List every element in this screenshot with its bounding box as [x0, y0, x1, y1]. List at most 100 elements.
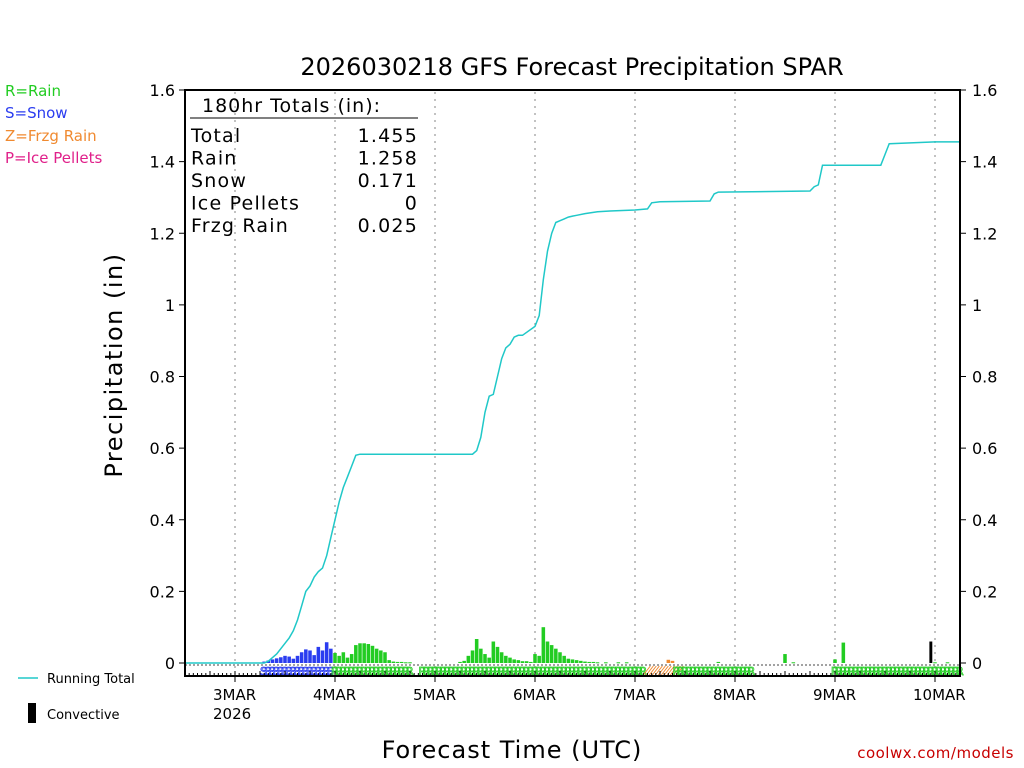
rain-bar	[462, 660, 466, 663]
y-tick-label-left: 0	[165, 654, 175, 673]
rain-bar	[616, 662, 621, 664]
y-tick-label-left: 0.2	[150, 582, 175, 601]
rain-marker: R	[352, 665, 360, 678]
rain-bar	[504, 655, 508, 663]
rain-bar	[508, 657, 512, 663]
y-tick-label-right: 1.2	[972, 224, 997, 243]
snow-bar	[329, 648, 333, 663]
rain-marker: R	[494, 665, 502, 678]
snow-bar	[316, 646, 321, 663]
y-axis-label: Precipitation (in)	[100, 252, 128, 477]
rain-marker: R	[585, 665, 593, 678]
y-tick-label-left: 1.6	[150, 81, 175, 100]
y-tick-label-right: 0.4	[972, 511, 997, 530]
rain-marker: R	[935, 665, 943, 678]
totals-row-label: Snow	[191, 170, 247, 192]
y-tick-label-right: 1.4	[972, 153, 997, 172]
rain-marker: R	[398, 665, 406, 678]
rain-bar	[624, 662, 629, 664]
x-tick-label: 4MAR	[313, 686, 356, 704]
snow-marker: S	[302, 665, 309, 678]
x-tick-label: 3MAR	[213, 686, 256, 704]
rain-marker: R	[748, 665, 756, 678]
y-tick-label-left: 0.6	[150, 439, 175, 458]
rain-marker: R	[510, 665, 518, 678]
rain-marker: R	[898, 665, 906, 678]
rain-marker: R	[335, 665, 343, 678]
rain-bar	[354, 645, 358, 663]
x-tick-label: 5MAR	[413, 686, 456, 704]
snow-bar	[287, 656, 291, 663]
rain-marker: R	[369, 665, 377, 678]
rain-marker: R	[473, 665, 481, 678]
rain-marker: R	[927, 665, 935, 678]
rain-marker: R	[910, 665, 918, 678]
vertical-gridlines	[185, 92, 960, 674]
rain-marker: R	[860, 665, 868, 678]
snow-bar	[270, 659, 275, 663]
rain-marker: R	[373, 665, 381, 678]
rain-bar	[491, 641, 496, 663]
rain-bar	[541, 627, 546, 663]
y-tick-label-right: 0	[972, 654, 982, 673]
y-tick-label-left: 1.2	[150, 224, 175, 243]
rain-marker: R	[719, 665, 727, 678]
rain-marker: R	[619, 665, 627, 678]
legend-frzg-rain: Z=Frzg Rain	[5, 127, 97, 145]
rain-marker: R	[919, 665, 927, 678]
rain-bar	[399, 661, 404, 663]
rain-bar	[370, 645, 375, 663]
rain-marker: R	[344, 665, 352, 678]
rain-marker: R	[694, 665, 702, 678]
rain-marker: R	[923, 665, 931, 678]
rain-bar	[516, 660, 521, 663]
convective-legend-label: Convective	[47, 708, 120, 723]
convective-bar	[929, 641, 933, 663]
y-tick-label-right: 1	[972, 296, 982, 315]
snow-marker: S	[289, 665, 296, 678]
rain-bar	[545, 641, 550, 663]
rain-marker: R	[577, 665, 585, 678]
y-tick-label-right: 0.2	[972, 582, 997, 601]
rain-marker: R	[523, 665, 531, 678]
rain-marker: R	[885, 665, 893, 678]
rain-marker: R	[869, 665, 877, 678]
rain-marker: R	[639, 665, 647, 678]
snow-bar	[279, 657, 283, 663]
rain-bar	[408, 662, 412, 664]
rain-bar	[466, 655, 471, 663]
rain-marker: R	[460, 665, 468, 678]
rain-marker: R	[527, 665, 535, 678]
snow-marker: S	[294, 665, 301, 678]
x-axis-label: Forecast Time (UTC)	[382, 736, 643, 764]
frzg-hatch	[663, 665, 672, 676]
rain-marker: R	[685, 665, 693, 678]
running-total-line	[185, 141, 960, 664]
rain-bar	[387, 660, 391, 663]
rain-bar	[479, 648, 483, 663]
frzg-hatch	[660, 665, 669, 676]
rain-marker: R	[689, 665, 697, 678]
totals-heading: 180hr Totals (in):	[202, 95, 381, 117]
rain-marker: R	[444, 665, 452, 678]
rain-marker: R	[394, 665, 402, 678]
rain-marker: R	[339, 665, 347, 678]
rain-marker: R	[902, 665, 910, 678]
snow-bar	[291, 658, 296, 663]
y-tick-label-right: 0.6	[972, 439, 997, 458]
y-axis: 0 0 0.2 0.2 0.4 0.4 0.6 0.6 0.8 0.8 1 1 1.2 1.2 1.4 1.4…	[150, 81, 998, 673]
running-total-legend-label: Running Total	[47, 672, 135, 687]
totals-row-label: Frzg Rain	[191, 215, 289, 237]
rain-marker: R	[548, 665, 556, 678]
rain-bar	[933, 662, 937, 664]
rain-marker: R	[623, 665, 631, 678]
rain-marker: R	[402, 665, 410, 678]
rain-marker: R	[535, 665, 543, 678]
x-tick-label: 10MAR	[913, 686, 966, 704]
rain-marker: R	[552, 665, 560, 678]
y-tick-label-left: 1	[165, 296, 175, 315]
rain-bar	[574, 660, 579, 663]
snow-bar	[295, 655, 300, 663]
